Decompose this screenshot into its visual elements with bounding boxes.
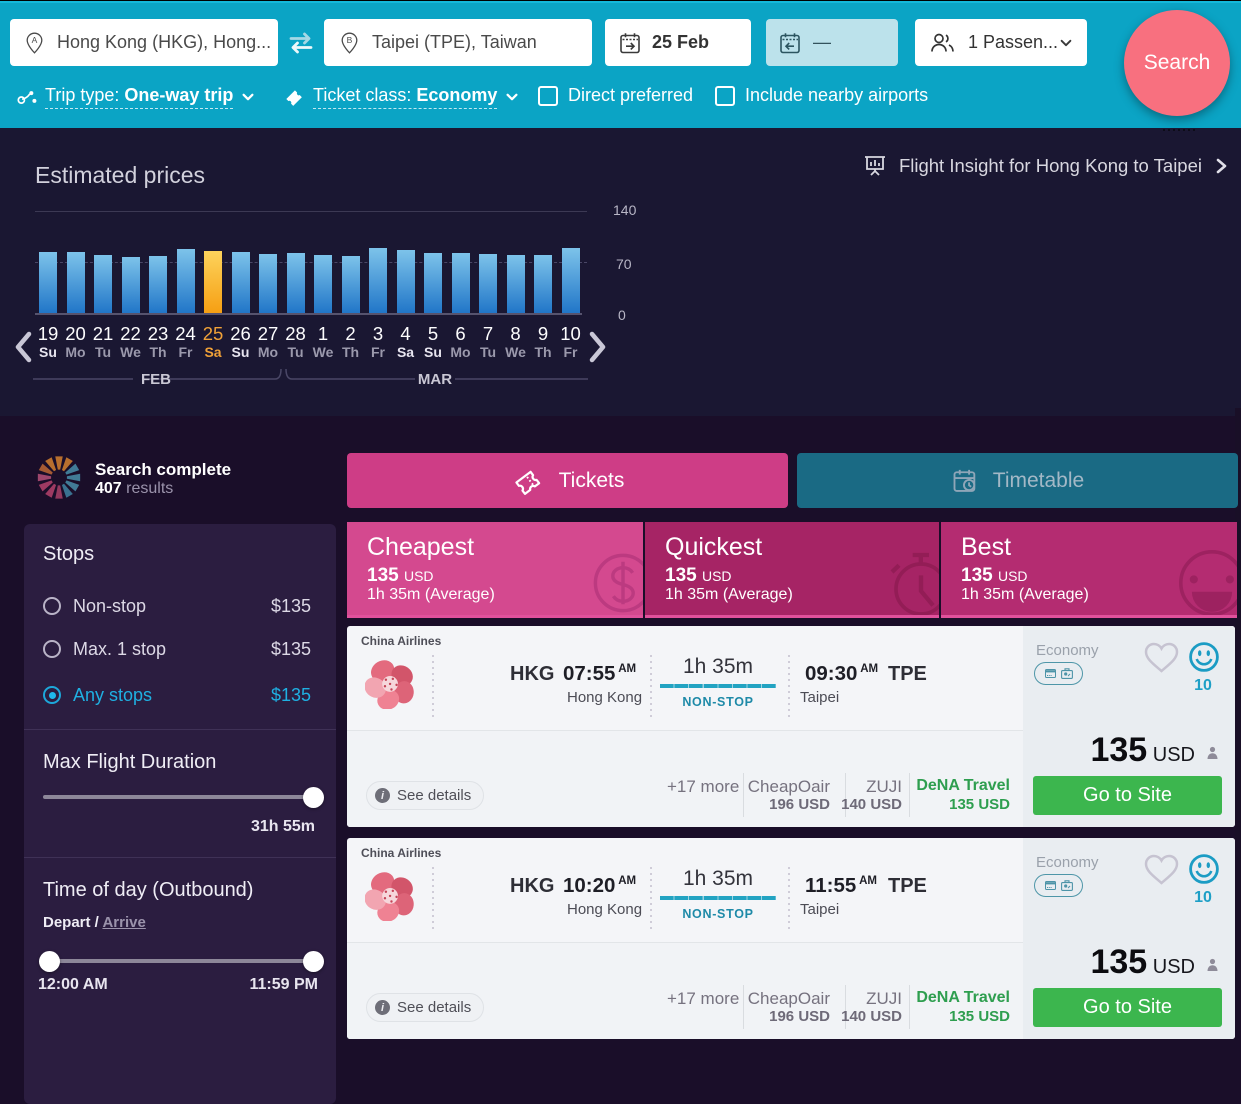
svg-text:A: A (32, 35, 38, 45)
svg-text:B: B (347, 35, 353, 45)
svg-text:MAR: MAR (418, 371, 452, 384)
svg-text:FEB: FEB (141, 371, 171, 384)
